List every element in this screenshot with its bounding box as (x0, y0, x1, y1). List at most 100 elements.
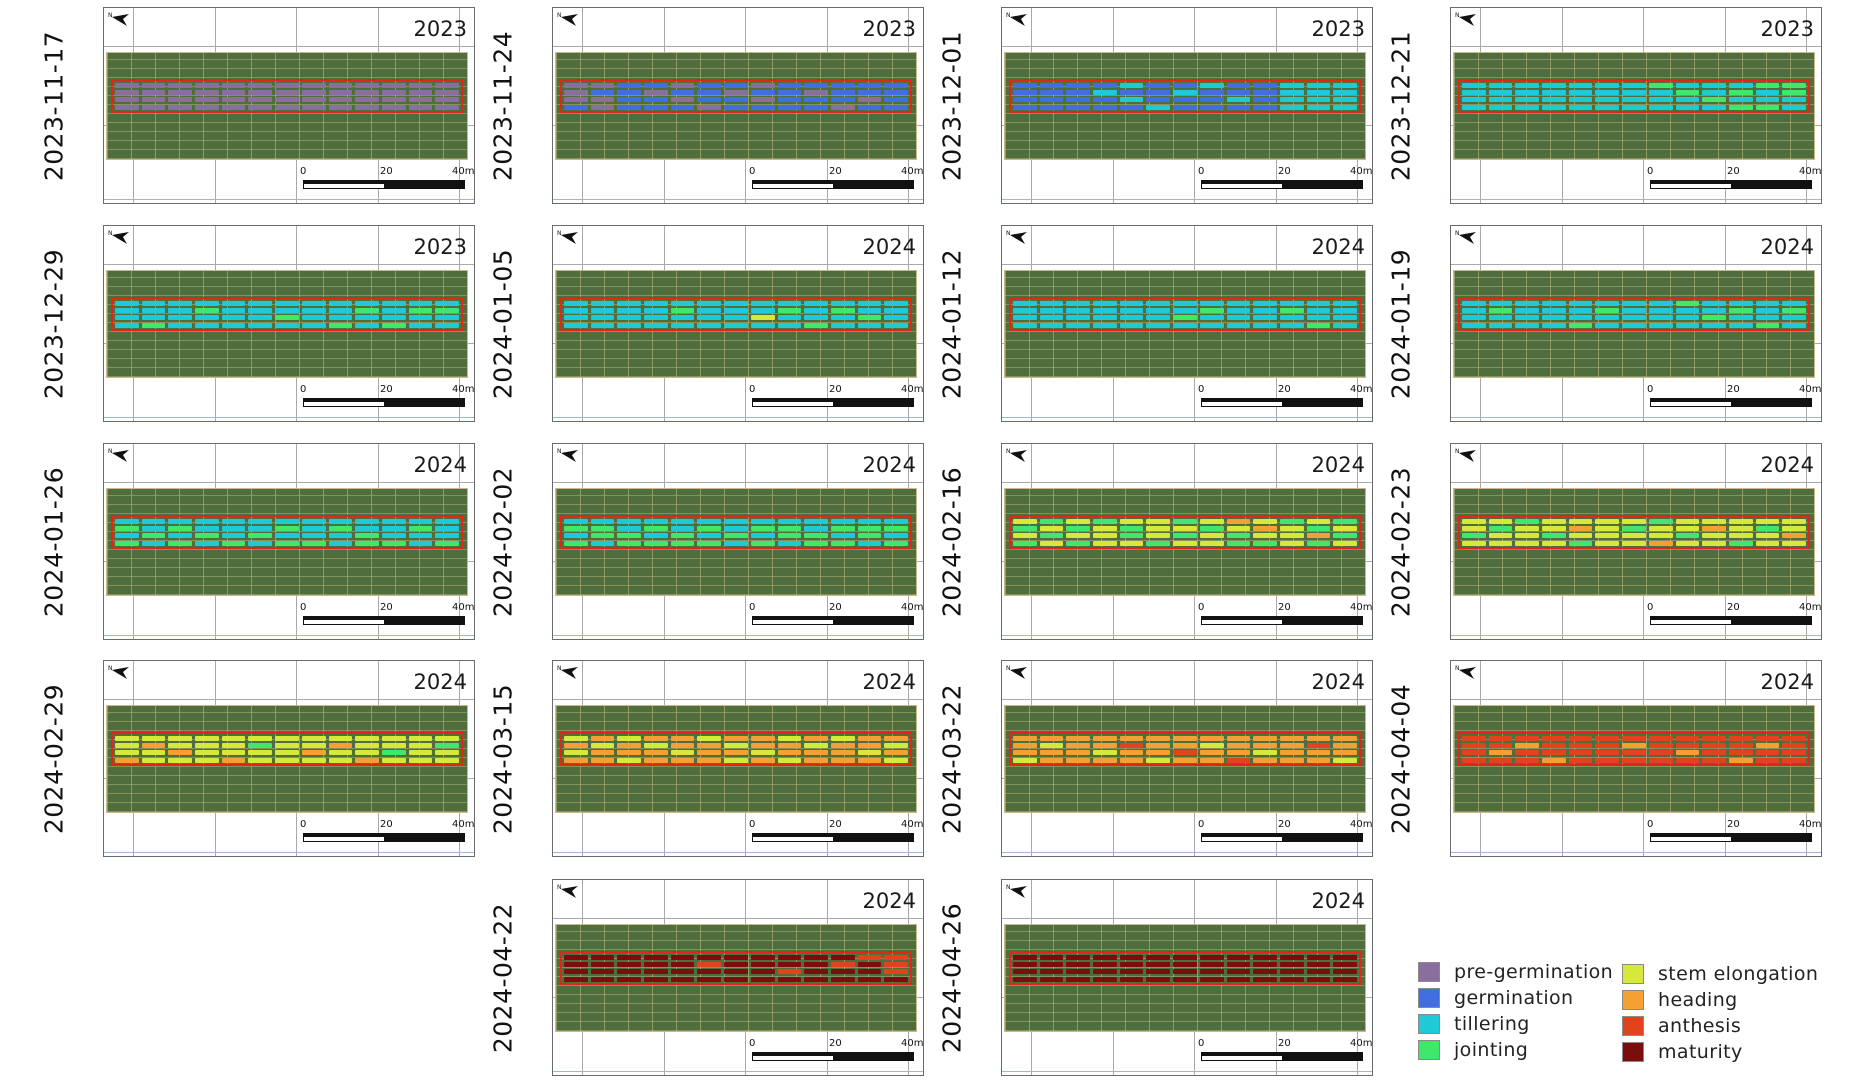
plot-cell (1622, 533, 1646, 539)
plot-row (1462, 533, 1806, 539)
plot-cell (1542, 736, 1566, 741)
plot-cell (221, 83, 246, 88)
plot-cell (221, 540, 246, 546)
plot-cell (221, 308, 246, 314)
plot-cell (115, 757, 139, 763)
plot-cell (1279, 322, 1304, 328)
plot-cell (1542, 540, 1566, 546)
plot-cell (1568, 308, 1593, 314)
scale-bar: 0 20 40m (300, 819, 474, 849)
plot-cell (1782, 736, 1806, 741)
legend-item: jointing (1418, 1038, 1528, 1062)
plot-cell (830, 97, 855, 103)
plot-cell (115, 743, 139, 749)
plot-row (564, 90, 908, 96)
plot-cell (1782, 533, 1806, 539)
legend-item: tillering (1418, 1012, 1530, 1036)
scale-bar-graphic (752, 1052, 914, 1061)
legend-swatch (1418, 962, 1440, 982)
plot-cell (644, 90, 668, 96)
plot-cell (1728, 104, 1753, 110)
plot-row (1462, 90, 1806, 96)
scale-bar-label: 0 (1198, 602, 1205, 613)
plot-cell (1279, 90, 1304, 96)
plot-cell (1093, 308, 1117, 314)
plot-cell (670, 519, 695, 524)
plot-cell (1226, 955, 1251, 960)
plot-row (564, 315, 908, 321)
panel-date-label: 2024-01-19 (1386, 248, 1416, 400)
plot-cell (697, 540, 722, 546)
plot-cell (697, 315, 722, 321)
plot-cell (1093, 962, 1117, 968)
plot-cell (617, 736, 642, 741)
svg-text:N: N (557, 230, 562, 237)
plot-cell (1306, 743, 1331, 749)
plot-cell (777, 322, 802, 328)
plot-cell (195, 519, 219, 524)
plot-cell (724, 540, 748, 546)
scale-bar-segment (753, 617, 833, 620)
plot-outline (111, 732, 463, 766)
plot-cell (1702, 308, 1726, 314)
plot-cell (168, 750, 193, 756)
plot-cell (1039, 533, 1064, 539)
svg-text:N: N (1006, 665, 1011, 672)
plot-cell (724, 519, 748, 524)
plot-cell (777, 736, 802, 741)
plot-cell (248, 540, 273, 546)
plot-cell (1515, 757, 1540, 763)
plot-cell (830, 736, 855, 741)
plot-cell (1199, 308, 1224, 314)
field-image (1004, 270, 1366, 378)
plot-cell (1333, 83, 1357, 88)
plot-row (1013, 540, 1357, 546)
plot-cell (804, 736, 828, 741)
plot-cell (804, 962, 828, 968)
map-frame: N 2023 0 20 40m (1001, 7, 1373, 204)
field-image (555, 705, 917, 813)
scale-bar-graphic (1201, 1052, 1363, 1061)
plot-cell (355, 750, 379, 756)
plot-cell (141, 540, 166, 546)
plot-cell (328, 526, 353, 532)
plot-cell (248, 97, 273, 103)
plot-cell (1013, 757, 1037, 763)
plot-cell (1568, 83, 1593, 88)
plot-cell (275, 757, 299, 763)
legend-label: jointing (1454, 1039, 1529, 1061)
svg-text:N: N (1006, 448, 1011, 455)
plot-cell (1146, 750, 1171, 756)
plot-cell (564, 83, 588, 88)
plot-cell (221, 533, 246, 539)
scale-bar-label: 0 (300, 602, 307, 613)
plot-cell (670, 962, 695, 968)
svg-text:N: N (1006, 230, 1011, 237)
plot-cell (1595, 322, 1620, 328)
plot-cell (1515, 308, 1540, 314)
panel-year: 2023 (1311, 17, 1365, 41)
plot-cell (141, 83, 166, 88)
plot-outline (1458, 79, 1810, 113)
plot-row (564, 97, 908, 103)
scale-bar-label: 20 (829, 819, 842, 830)
plot-cell (697, 97, 722, 103)
plot-cell (590, 736, 615, 741)
panel-year: 2024 (1311, 235, 1365, 259)
map-frame: N 2024 0 20 40m (1450, 225, 1822, 422)
plot-cell (644, 322, 668, 328)
plot-cell (381, 757, 406, 763)
plot-cell (750, 526, 775, 532)
plot-cell (355, 540, 379, 546)
plot-cell (1093, 969, 1117, 975)
scale-bar-label: 40m (452, 384, 475, 395)
map-panel-cell: 2023-12-01 N 2023 0 20 40m (898, 0, 1373, 215)
plot-cell (1568, 750, 1593, 756)
plot-cell (1013, 969, 1037, 975)
plot-cell (1146, 104, 1171, 110)
plot-cell (408, 736, 433, 741)
map-grid-line (104, 482, 474, 483)
plot-cell (1119, 104, 1144, 110)
plot-cell (1782, 743, 1806, 749)
north-arrow-icon: N (557, 664, 581, 682)
